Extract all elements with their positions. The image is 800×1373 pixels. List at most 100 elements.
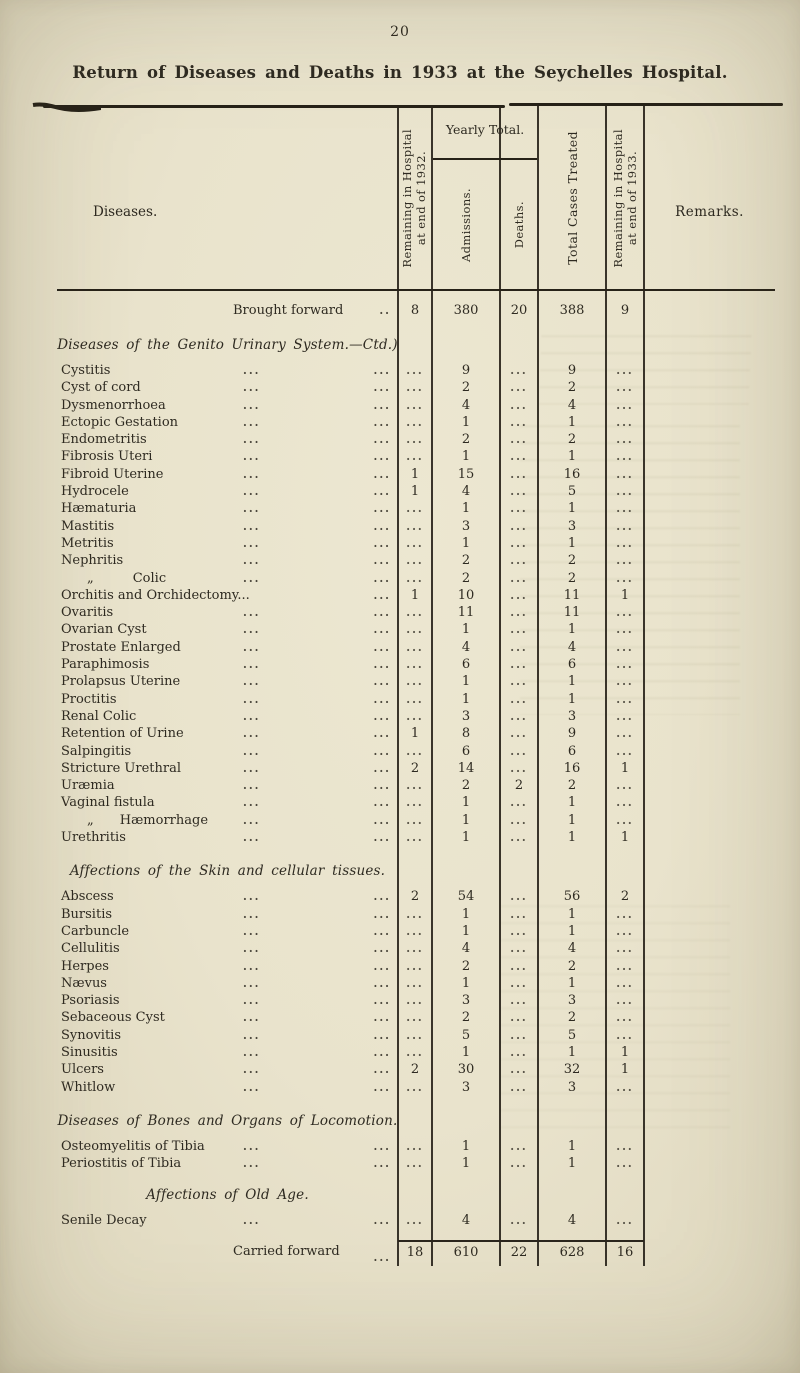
dot-leader: ... (243, 924, 261, 938)
table-row: Prostate Enlarged......... 4... 4... (57, 639, 775, 656)
cell-remaining-1932: ... (406, 692, 424, 706)
cell-deaths: ... (510, 942, 528, 956)
dot-leader: ... (243, 744, 261, 758)
cell-deaths: ... (510, 1214, 528, 1228)
cell-remaining-1932: ... (406, 640, 424, 654)
disease-name-cell: Osteomyelitis of Tibia...... (57, 1138, 398, 1155)
table-row: Retention of Urine...... 1 8... 9... (57, 725, 775, 742)
table-row: Senile Decay......... 4... 4... (57, 1212, 775, 1229)
cell-total-treated: 4 (567, 941, 577, 957)
cell-remaining-1932: ... (406, 1139, 424, 1153)
disease-name-cell: Dysmenorrhoea...... (57, 397, 398, 414)
remarks-cell (644, 992, 775, 1009)
section-rows: Cystitis......... 9... 9... Cyst of cord...… (57, 362, 775, 846)
cell-admissions: 1 (461, 1044, 471, 1060)
cell-remaining-1932: 8 (410, 303, 420, 318)
remarks-cell (644, 708, 775, 725)
remarks-cell (644, 431, 775, 448)
col-header-admissions-label: Admissions. (459, 187, 473, 263)
disease-name: Stricture Urethral (61, 760, 182, 776)
page-number: 20 (390, 24, 410, 40)
col-header-deaths-label: Deaths. (512, 201, 526, 249)
cell-total-treated: 4 (567, 639, 577, 655)
cell-total-treated: 1 (567, 1138, 577, 1154)
disease-name: Carbuncle (61, 923, 130, 939)
cell-total-treated: 1 (567, 795, 577, 811)
cell-remaining-1933: 16 (606, 1239, 644, 1264)
remarks-cell (644, 656, 775, 673)
cell-remaining-1932: ... (406, 1214, 424, 1228)
cell-remaining-1932: ... (406, 675, 424, 689)
dot-leader: ... (243, 1139, 261, 1153)
cell-remaining-1933: ... (616, 942, 634, 956)
dot-leader: ... (373, 606, 391, 620)
remarks-cell (644, 1061, 775, 1078)
cell-admissions: 1 (461, 622, 471, 638)
cell-remaining-1933: ... (616, 519, 634, 533)
table-row: Stricture Urethral...... 2 14... 16 1 (57, 760, 775, 777)
cell-remaining-1933: ... (616, 381, 634, 395)
cell-admissions: 3 (461, 993, 471, 1009)
disease-name: Urethritis (61, 830, 126, 846)
remarks-cell (644, 794, 775, 811)
column-divider (537, 106, 539, 1266)
cell-remaining-1933: ... (616, 1028, 634, 1042)
cell-total-treated: 3 (567, 518, 577, 534)
disease-name-cell: Metritis...... (57, 535, 398, 552)
cell-total-treated: 2 (567, 958, 577, 974)
dot-leader: ... (243, 692, 261, 706)
cell-total-treated: 4 (567, 1213, 577, 1229)
cell-admissions: 3 (461, 518, 471, 534)
col-header-remaining-1933-line2: at end of 1933. (625, 150, 639, 246)
cell-admissions: 4 (461, 484, 471, 500)
disease-name-cell: Psoriasis...... (57, 992, 398, 1009)
rule-flourish (32, 102, 101, 113)
dot-leader: ... (243, 554, 261, 568)
disease-name: Prolapsus Uterine (61, 674, 181, 690)
disease-name: Endometritis (61, 432, 147, 448)
disease-name-cell: Hydrocele...... (57, 483, 398, 500)
carried-forward-label-cell: Carried forward ... (57, 1240, 398, 1264)
cell-remaining-1932: ... (406, 994, 424, 1008)
table-row: „ Colic......... 2... 2... (57, 570, 775, 587)
disease-name: Whitlow (61, 1079, 116, 1095)
cell-admissions: 8 (461, 726, 471, 742)
dot-leader: ... (243, 942, 261, 956)
cell-total-treated: 1 (567, 691, 577, 707)
cell-remaining-1932: ... (406, 779, 424, 793)
cell-total-treated: 1 (567, 812, 577, 828)
cell-deaths: ... (510, 994, 528, 1008)
table-row: Endometritis......... 2... 2... (57, 431, 775, 448)
cell-remaining-1933: ... (616, 1011, 634, 1025)
cell-remaining-1932: ... (406, 450, 424, 464)
disease-name: Ovarian Cyst (61, 622, 147, 638)
cell-remaining-1933: ... (616, 1214, 634, 1228)
cell-total-treated: 32 (563, 1062, 581, 1078)
disease-name: Fibroid Uterine (61, 466, 164, 482)
table-row: Salpingitis......... 6... 6... (57, 743, 775, 760)
col-header-remaining-1933: Remaining in Hospital at end of 1933. (606, 108, 644, 288)
cell-remaining-1933: ... (616, 675, 634, 689)
disease-name-cell: Urethritis...... (57, 829, 398, 846)
remarks-cell (644, 1009, 775, 1026)
dot-leader: ... (373, 1045, 391, 1059)
dot-leader: ... (243, 796, 261, 810)
cell-total-treated: 1 (567, 1156, 577, 1172)
dot-leader: ... (373, 976, 391, 990)
disease-name: Bursitis (61, 906, 113, 922)
carried-forward-label: Carried forward (233, 1243, 340, 1259)
dot-leader: ... (373, 1063, 391, 1077)
table-row: Ulcers...... 2 30... 32 1 (57, 1061, 775, 1078)
disease-name-cell: Sinusitis...... (57, 1044, 398, 1061)
cell-remaining-1932: ... (406, 606, 424, 620)
section-rows: Abscess...... 2 54... 56 2 Bursitis......... 1… (57, 888, 775, 1096)
cell-deaths: ... (510, 1063, 528, 1077)
dot-leader: ... (243, 976, 261, 990)
remarks-cell (644, 302, 775, 320)
cell-total-treated: 9 (567, 363, 577, 378)
dot-leader: ... (373, 924, 391, 938)
cell-remaining-1933: ... (616, 813, 634, 827)
table-row: Metritis......... 1... 1... (57, 535, 775, 552)
dot-leader: ... (373, 415, 391, 429)
disease-name: Dysmenorrhoea (61, 397, 166, 413)
